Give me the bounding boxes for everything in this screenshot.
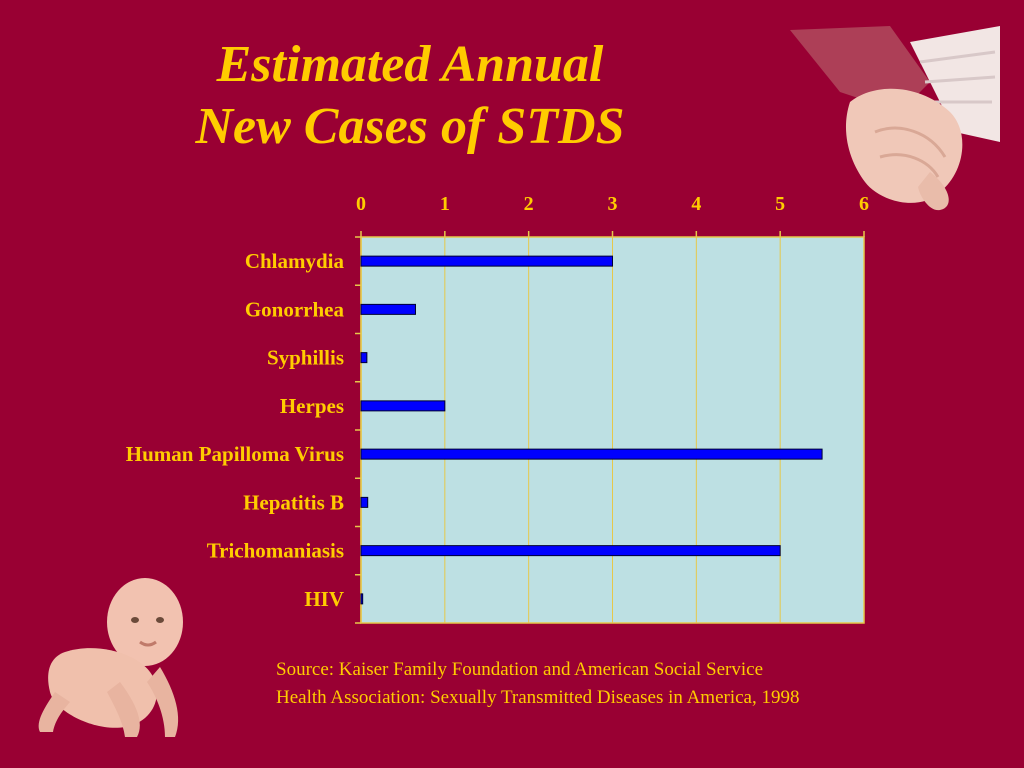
category-label: Human Papilloma Virus bbox=[126, 442, 344, 466]
category-label: Herpes bbox=[280, 394, 344, 418]
source-note: Source: Kaiser Family Foundation and Ame… bbox=[276, 656, 800, 712]
title-line-1: Estimated Annual bbox=[216, 36, 604, 93]
baby-photo bbox=[38, 578, 183, 737]
title-line-2: New Cases of STDS bbox=[195, 98, 625, 155]
bars bbox=[360, 255, 823, 605]
bar bbox=[360, 496, 369, 508]
x-tick-label: 0 bbox=[356, 193, 366, 215]
category-label: Syphillis bbox=[267, 346, 344, 370]
bar bbox=[360, 400, 446, 412]
category-label: Hepatitis B bbox=[243, 490, 344, 514]
x-tick-label: 5 bbox=[775, 193, 785, 215]
category-label: HIV bbox=[304, 587, 344, 611]
bar bbox=[360, 448, 823, 460]
x-tick-label: 6 bbox=[859, 193, 869, 215]
bar bbox=[360, 593, 364, 605]
category-label: Gonorrhea bbox=[245, 297, 345, 321]
bar bbox=[360, 255, 613, 267]
handshake-photo bbox=[790, 26, 1000, 211]
bar bbox=[360, 303, 416, 315]
x-tick-label: 4 bbox=[691, 193, 701, 215]
source-line-1: Source: Kaiser Family Foundation and Ame… bbox=[276, 659, 764, 680]
x-tick-label: 3 bbox=[608, 193, 618, 215]
x-tick-label: 2 bbox=[524, 193, 534, 215]
bar bbox=[360, 545, 781, 557]
source-line-2: Health Association: Sexually Transmitted… bbox=[276, 687, 800, 708]
labels: 0 1 2 3 4 5 6 Chlamydia Gonorrhea Syphillis Herpes… bbox=[126, 193, 869, 611]
category-label: Trichomaniasis bbox=[207, 539, 344, 563]
x-tick-label: 1 bbox=[440, 193, 450, 215]
category-label: Chlamydia bbox=[245, 249, 345, 273]
slide-title: Estimated Annual New Cases of STDS bbox=[60, 34, 760, 158]
axis-ticks bbox=[355, 231, 865, 624]
bar bbox=[360, 352, 368, 364]
